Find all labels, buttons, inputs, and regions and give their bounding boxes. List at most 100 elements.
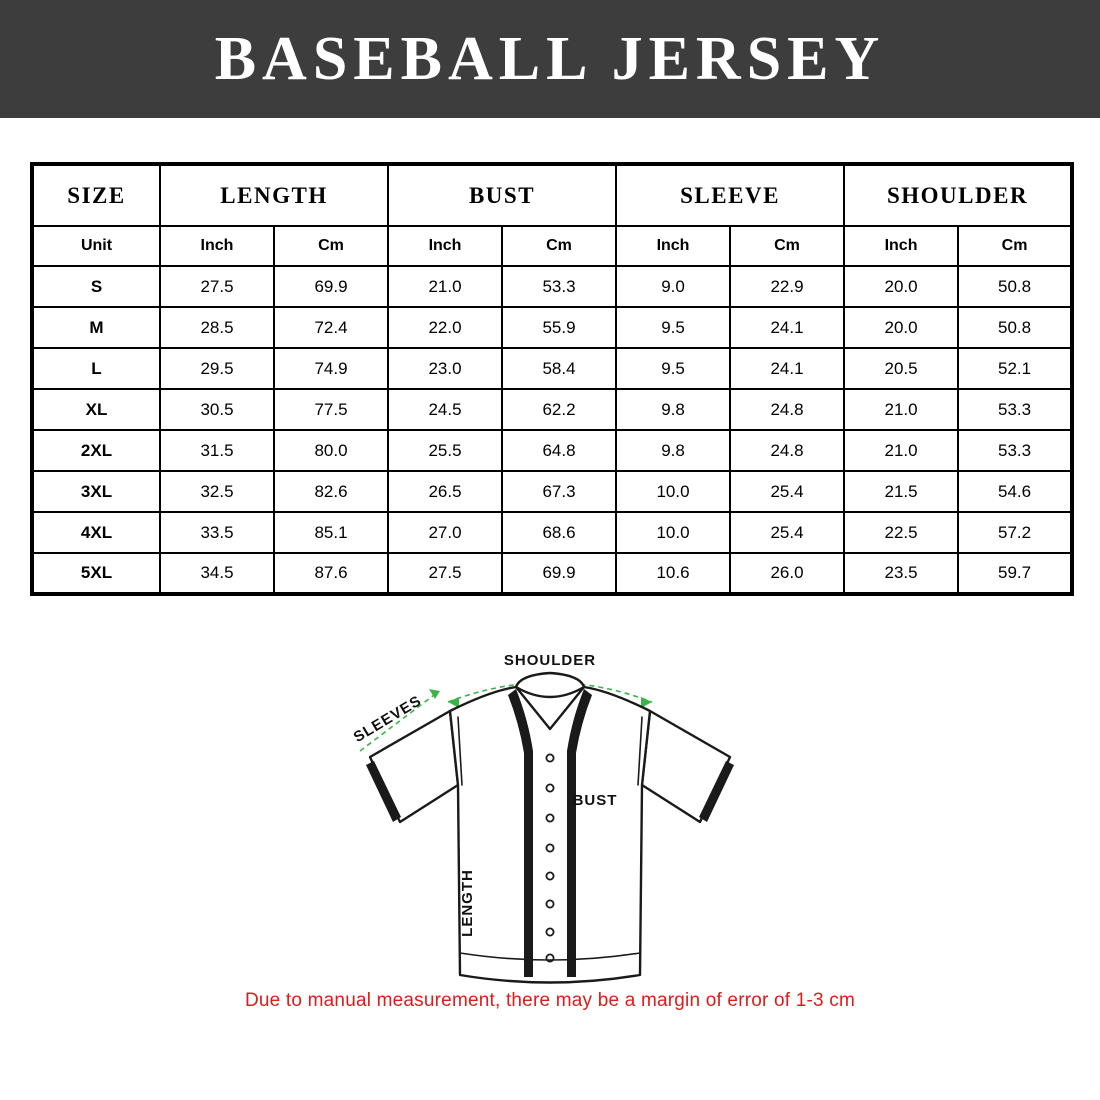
measurement-cell-shoulder-cm: 57.2 [957, 511, 1074, 554]
measurement-cell-length-in: 29.5 [159, 347, 275, 390]
button [545, 783, 555, 793]
measurement-cell-sleeve-in: 9.5 [615, 306, 732, 349]
measurement-cell-sleeve-cm: 22.9 [729, 265, 846, 308]
measurement-disclaimer: Due to manual measurement, there may be … [244, 990, 856, 1011]
measurement-cell-length-in: 34.5 [159, 552, 275, 595]
measurement-cell-length-in: 30.5 [159, 388, 275, 431]
unit-header-length-inch: Inch [159, 225, 275, 267]
table-row: L 29.5 74.9 23.0 58.4 9.5 24.1 20.5 52.1 [31, 347, 1074, 390]
size-label-cell: 4XL [31, 511, 161, 554]
unit-header-sleeve-inch: Inch [615, 225, 732, 267]
placket-left-trim [508, 689, 533, 977]
size-label-cell: 3XL [31, 470, 161, 513]
measurement-cell-length-in: 27.5 [159, 265, 275, 308]
right-cuff-trim [699, 761, 734, 822]
left-shoulder-seam [457, 716, 463, 786]
measurement-cell-shoulder-in: 20.0 [843, 306, 960, 349]
column-group-size: SIZE [31, 163, 161, 227]
measurement-cell-shoulder-in: 21.0 [843, 388, 960, 431]
unit-header-bust-inch: Inch [387, 225, 504, 267]
measurement-cell-bust-cm: 69.9 [501, 552, 618, 595]
shoulder-arrow-left [448, 697, 459, 708]
measurement-cell-length-cm: 80.0 [272, 429, 390, 472]
measurement-cell-bust-in: 21.0 [387, 265, 504, 308]
right-sleeve [640, 709, 732, 824]
button [545, 899, 555, 909]
measurement-cell-length-in: 31.5 [159, 429, 275, 472]
measurement-cell-sleeve-cm: 26.0 [729, 552, 846, 595]
length-label: LENGTH [459, 869, 476, 937]
measurement-cell-bust-in: 24.5 [387, 388, 504, 431]
bust-label: BUST [573, 792, 618, 809]
unit-header-shoulder-cm: Cm [957, 225, 1074, 267]
size-label-cell: M [31, 306, 161, 349]
measurement-cell-bust-in: 22.0 [387, 306, 504, 349]
header-banner: BASEBALL JERSEY [0, 0, 1100, 118]
measurement-cell-bust-in: 23.0 [387, 347, 504, 390]
column-group-bust: BUST [387, 163, 618, 227]
measurement-cell-bust-cm: 55.9 [501, 306, 618, 349]
placket-right-trim [567, 689, 592, 977]
column-group-sleeve: SLEEVE [615, 163, 846, 227]
button [545, 753, 555, 763]
left-cuff-trim [366, 761, 401, 822]
measurement-cell-length-cm: 77.5 [272, 388, 390, 431]
column-group-shoulder: SHOULDER [843, 163, 1074, 227]
measurement-cell-length-in: 28.5 [159, 306, 275, 349]
measurement-cell-sleeve-in: 10.6 [615, 552, 732, 595]
table-row: 2XL 31.5 80.0 25.5 64.8 9.8 24.8 21.0 53.3 [31, 429, 1074, 472]
unit-header-sleeve-cm: Cm [729, 225, 846, 267]
measurement-cell-length-cm: 87.6 [272, 552, 390, 595]
measurement-cell-shoulder-in: 23.5 [843, 552, 960, 595]
measurement-cell-shoulder-cm: 54.6 [957, 470, 1074, 513]
measurement-cell-sleeve-cm: 24.1 [729, 347, 846, 390]
measurement-cell-sleeve-cm: 24.1 [729, 306, 846, 349]
measurement-cell-shoulder-in: 21.5 [843, 470, 960, 513]
measurement-cell-shoulder-cm: 53.3 [957, 388, 1074, 431]
measurement-cell-sleeve-cm: 25.4 [729, 470, 846, 513]
size-label-cell: L [31, 347, 161, 390]
shoulder-guide-line [447, 681, 653, 703]
measurement-cell-sleeve-in: 9.0 [615, 265, 732, 308]
measurement-cell-sleeve-cm: 25.4 [729, 511, 846, 554]
hem-line [459, 952, 641, 961]
size-label-cell: 5XL [31, 552, 161, 595]
collar [514, 671, 586, 699]
measurement-cell-sleeve-cm: 24.8 [729, 388, 846, 431]
measurement-cell-length-in: 32.5 [159, 470, 275, 513]
jersey-body [448, 685, 652, 984]
measurement-cell-shoulder-cm: 52.1 [957, 347, 1074, 390]
measurement-cell-sleeve-in: 10.0 [615, 511, 732, 554]
shoulder-arrow-right [641, 697, 652, 708]
measurement-cell-shoulder-in: 20.5 [843, 347, 960, 390]
unit-header-bust-cm: Cm [501, 225, 618, 267]
page-title: BASEBALL JERSEY [214, 25, 886, 93]
measurement-cell-bust-in: 26.5 [387, 470, 504, 513]
table-row: M 28.5 72.4 22.0 55.9 9.5 24.1 20.0 50.8 [31, 306, 1074, 349]
unit-header-length-cm: Cm [272, 225, 390, 267]
measurement-cell-length-cm: 69.9 [272, 265, 390, 308]
measurement-cell-sleeve-cm: 24.8 [729, 429, 846, 472]
measurement-cell-length-in: 33.5 [159, 511, 275, 554]
table-row: 3XL 32.5 82.6 26.5 67.3 10.0 25.4 21.5 54.6 [31, 470, 1074, 513]
table-row: S 27.5 69.9 21.0 53.3 9.0 22.9 20.0 50.8 [31, 265, 1074, 308]
group-header-row: SIZE LENGTH BUST SLEEVE SHOULDER [31, 163, 1074, 227]
measurement-cell-bust-in: 27.0 [387, 511, 504, 554]
measurement-cell-bust-cm: 58.4 [501, 347, 618, 390]
button [545, 953, 555, 963]
measurement-cell-bust-cm: 53.3 [501, 265, 618, 308]
measurement-cell-bust-cm: 67.3 [501, 470, 618, 513]
right-shoulder-seam [637, 716, 643, 786]
measurement-cell-length-cm: 82.6 [272, 470, 390, 513]
measurement-cell-bust-in: 25.5 [387, 429, 504, 472]
table-row: 4XL 33.5 85.1 27.0 68.6 10.0 25.4 22.5 57.2 [31, 511, 1074, 554]
table-row: XL 30.5 77.5 24.5 62.2 9.8 24.8 21.0 53.3 [31, 388, 1074, 431]
measurement-cell-length-cm: 74.9 [272, 347, 390, 390]
measurement-cell-sleeve-in: 10.0 [615, 470, 732, 513]
measurement-cell-shoulder-in: 22.5 [843, 511, 960, 554]
button [545, 927, 555, 937]
shoulder-label: SHOULDER [504, 652, 596, 669]
measurement-cell-sleeve-in: 9.5 [615, 347, 732, 390]
unit-header-row: Unit Inch Cm Inch Cm Inch Cm Inch Cm [31, 225, 1074, 267]
